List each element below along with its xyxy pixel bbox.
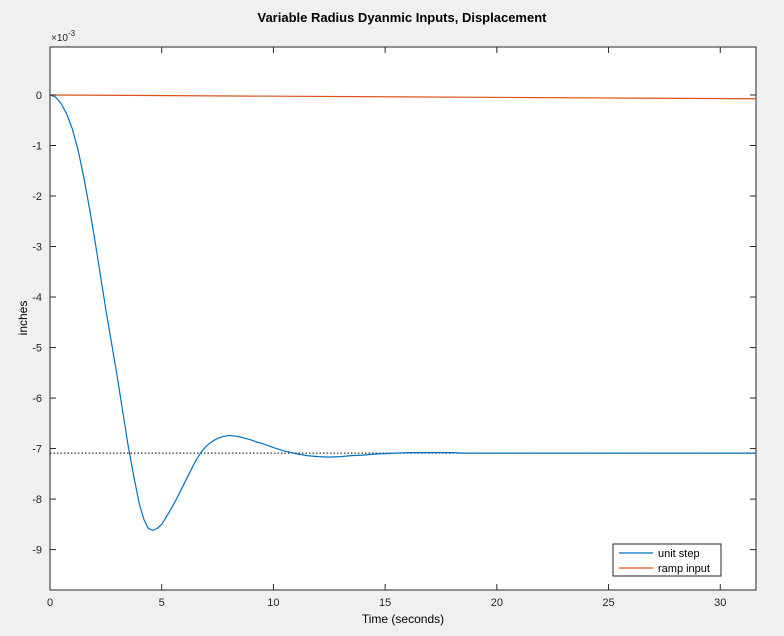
- y-exponent-base: ×10: [51, 33, 68, 44]
- chart-title: Variable Radius Dyanmic Inputs, Displace…: [258, 10, 548, 25]
- y-axis-label: inches: [16, 301, 30, 336]
- series-line-ramp-input: [49, 94, 757, 100]
- svg-text:×10-3: ×10-3: [51, 29, 76, 44]
- legend: unit step ramp input: [612, 543, 722, 577]
- x-tick-label: 10: [267, 597, 279, 609]
- x-tick-label: 0: [47, 597, 53, 609]
- plot-area: [49, 46, 757, 591]
- series-line-unit-step: [49, 94, 756, 532]
- y-tick-label: -7: [32, 444, 42, 456]
- x-tick-label: 15: [379, 597, 391, 609]
- y-tick-label: -8: [32, 494, 42, 506]
- y-tick-label: -3: [32, 242, 42, 254]
- legend-label-unit-step: unit step: [658, 548, 700, 560]
- y-tick-label: -5: [32, 343, 42, 355]
- x-tick-label: 25: [602, 597, 614, 609]
- x-axis-label: Time (seconds): [362, 612, 444, 626]
- x-tick-label: 30: [714, 597, 726, 609]
- y-exponent-power: -3: [68, 29, 76, 38]
- y-tick-label: -1: [32, 140, 42, 152]
- y-tick-label: 0: [36, 90, 42, 102]
- y-axis-exponent: ×10-3: [51, 29, 76, 44]
- y-tick-label: -9: [32, 545, 42, 557]
- y-tick-label: -4: [32, 292, 42, 304]
- x-tick-label: 20: [491, 597, 503, 609]
- legend-box: [612, 543, 722, 577]
- y-tick-label: -2: [32, 191, 42, 203]
- legend-label-ramp-input: ramp input: [658, 563, 710, 575]
- y-tick-label: -6: [32, 393, 42, 405]
- x-tick-label: 5: [159, 597, 165, 609]
